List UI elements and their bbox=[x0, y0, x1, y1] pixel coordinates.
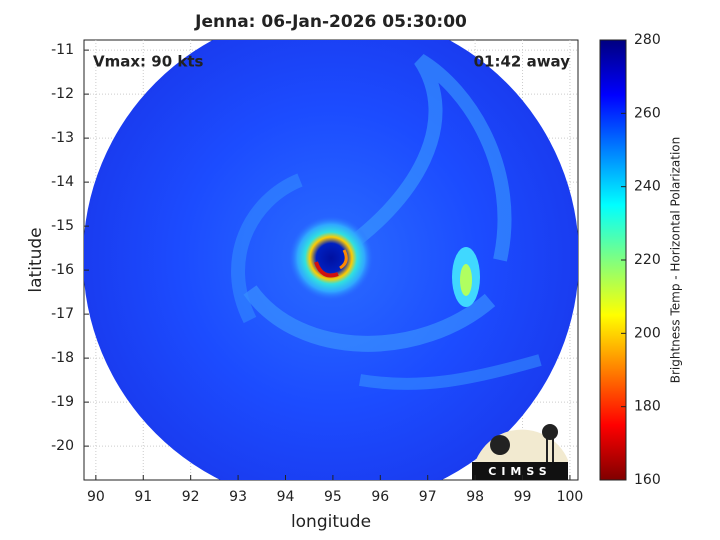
x-tick-label: 93 bbox=[229, 489, 247, 505]
colorbar-label: Brightness Temp - Horizontal Polarizatio… bbox=[669, 137, 683, 384]
y-axis-label: latitude bbox=[26, 227, 46, 292]
y-tick-label: -11 bbox=[51, 42, 74, 58]
chart-title: Jenna: 06-Jan-2026 05:30:00 bbox=[194, 12, 467, 32]
colorbar-tick-label: 160 bbox=[634, 472, 661, 488]
x-tick-label: 90 bbox=[87, 489, 105, 505]
x-tick-label: 100 bbox=[557, 489, 584, 505]
x-tick-label: 96 bbox=[371, 489, 389, 505]
cimss-logo: CIMSS bbox=[471, 424, 568, 480]
x-tick-label: 95 bbox=[324, 489, 342, 505]
x-tick-label: 97 bbox=[419, 489, 437, 505]
swath-image bbox=[84, 40, 578, 480]
y-tick-label: -13 bbox=[51, 130, 74, 146]
x-axis-label: longitude bbox=[291, 512, 371, 532]
colorbar-tick-label: 180 bbox=[634, 399, 661, 415]
x-tick-label: 91 bbox=[134, 489, 152, 505]
annotation: 01:42 away bbox=[474, 53, 571, 71]
y-tick-label: -12 bbox=[51, 86, 74, 102]
logo-text: CIMSS bbox=[488, 465, 551, 478]
annotation: Vmax: 90 kts bbox=[93, 53, 203, 71]
colorbar-tick-label: 280 bbox=[634, 32, 661, 48]
colorbar-tick-label: 200 bbox=[634, 325, 661, 341]
y-tick-label: -20 bbox=[51, 438, 74, 454]
y-tick-label: -16 bbox=[51, 262, 74, 278]
y-tick-label: -19 bbox=[51, 394, 74, 410]
colorbar-tick-label: 220 bbox=[634, 252, 661, 268]
colorbar-tick-label: 260 bbox=[634, 105, 661, 121]
y-tick-label: -17 bbox=[51, 306, 74, 322]
y-tick-label: -14 bbox=[51, 174, 74, 190]
x-tick-label: 94 bbox=[277, 489, 295, 505]
y-tick-label: -15 bbox=[51, 218, 74, 234]
colorbar-tick-label: 240 bbox=[634, 179, 661, 195]
y-tick-label: -18 bbox=[51, 350, 74, 366]
x-tick-label: 99 bbox=[514, 489, 532, 505]
x-tick-label: 98 bbox=[466, 489, 484, 505]
x-tick-label: 92 bbox=[182, 489, 200, 505]
